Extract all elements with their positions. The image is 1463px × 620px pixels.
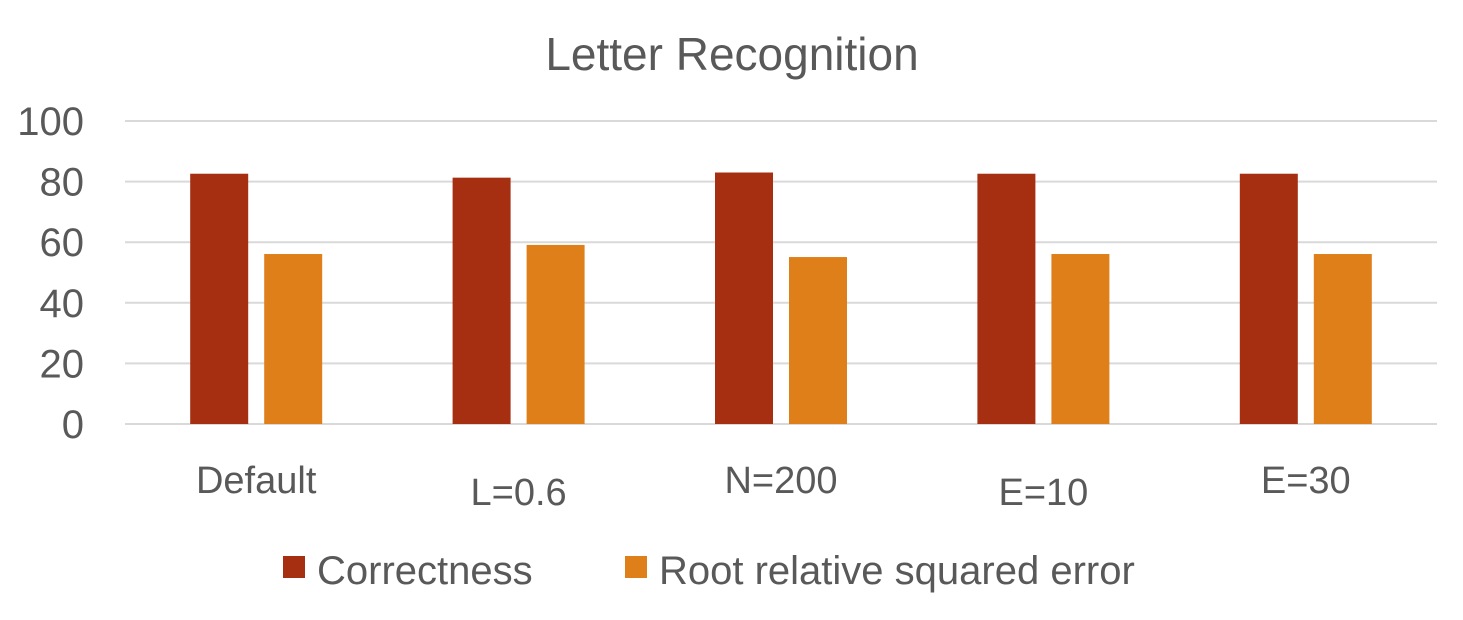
legend-label: Root relative squared error xyxy=(659,549,1135,593)
bar-root-relative-squared-error-n-200 xyxy=(789,257,847,424)
bar-correctness-n-200 xyxy=(715,172,773,424)
y-tick-label: 100 xyxy=(17,100,84,144)
y-tick-label: 40 xyxy=(40,282,85,326)
category-label: Default xyxy=(196,460,317,502)
y-tick-label: 60 xyxy=(40,221,85,265)
category-label: E=30 xyxy=(1261,460,1351,502)
bar-correctness-default xyxy=(190,173,249,424)
legend-label: Correctness xyxy=(317,549,533,593)
y-tick-label: 80 xyxy=(40,161,85,205)
bar-root-relative-squared-error-default xyxy=(264,254,323,424)
chart-title: Letter Recognition xyxy=(545,28,918,80)
category-label: N=200 xyxy=(724,460,837,502)
legend-swatch xyxy=(625,556,647,578)
bar-root-relative-squared-error-l-0-6 xyxy=(526,244,585,424)
bar-correctness-l-0-6 xyxy=(452,177,511,424)
category-label: E=10 xyxy=(998,472,1088,514)
category-label: L=0.6 xyxy=(471,472,567,514)
legend-swatch xyxy=(283,556,305,578)
x-axis-category-labels: Default L=0.6 N=200 E=10 E=30 xyxy=(196,460,1351,514)
bar-correctness-e-30 xyxy=(1239,173,1298,424)
bar-root-relative-squared-error-e-30 xyxy=(1313,254,1372,424)
gridlines xyxy=(125,120,1437,425)
bar-correctness-e-10 xyxy=(977,173,1036,424)
legend: Correctness Root relative squared error xyxy=(283,549,1135,593)
y-tick-label: 0 xyxy=(62,403,84,447)
bar-root-relative-squared-error-e-10 xyxy=(1051,254,1110,424)
y-tick-label: 20 xyxy=(40,342,85,386)
y-axis-tick-labels: 0 20 40 60 80 100 xyxy=(17,100,84,447)
bars xyxy=(190,172,1372,424)
